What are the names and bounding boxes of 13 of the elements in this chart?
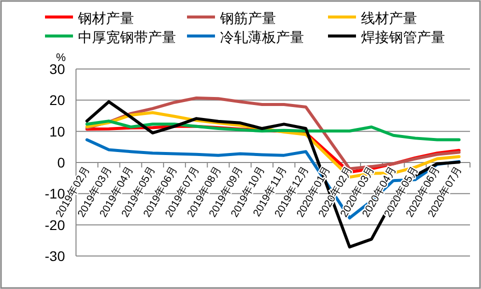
y-tick-label: 0: [57, 154, 66, 170]
legend-label: 钢材产量: [77, 10, 134, 26]
y-axis-title: %: [56, 52, 66, 64]
legend-label: 中厚宽钢带产量: [78, 29, 176, 45]
legend-label: 线材产量: [361, 10, 417, 26]
y-tick-label: -20: [44, 216, 66, 233]
legend-label: 钢筋产量: [219, 10, 276, 26]
y-tick-label: 20: [49, 92, 66, 108]
y-tick-label: -30: [44, 248, 66, 264]
y-tick-label: 30: [49, 61, 66, 77]
legend-label: 焊接钢管产量: [361, 29, 445, 45]
y-tick-label: 10: [49, 123, 66, 140]
legend-label: 冷轧薄板产量: [220, 29, 304, 45]
